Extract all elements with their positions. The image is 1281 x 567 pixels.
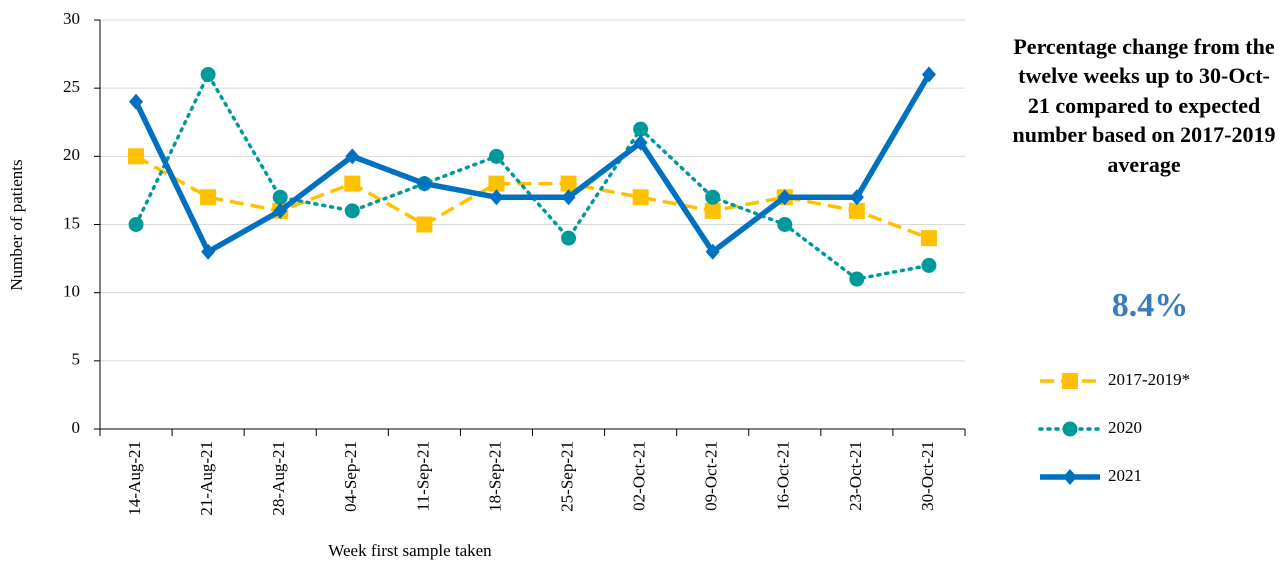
x-tick-label: 02-Oct-21 xyxy=(630,441,649,511)
legend-label: 2021 xyxy=(1108,466,1142,485)
data-point xyxy=(560,175,577,192)
data-point xyxy=(632,189,649,206)
data-point xyxy=(417,175,432,192)
x-tick-label: 21-Aug-21 xyxy=(197,441,216,516)
y-tick-label: 25 xyxy=(63,77,80,96)
y-tick-label: 20 xyxy=(63,145,80,164)
data-point xyxy=(705,243,720,260)
data-point xyxy=(345,148,360,165)
legend-marker xyxy=(1062,421,1078,437)
annotation: Percentage change from the twelve weeks … xyxy=(1012,34,1276,177)
x-tick-label: 11-Sep-21 xyxy=(413,441,432,511)
data-point xyxy=(273,202,288,219)
data-point xyxy=(633,121,649,137)
data-point xyxy=(921,257,937,273)
y-tick-label: 15 xyxy=(63,213,80,232)
data-point xyxy=(488,148,504,164)
data-point xyxy=(849,271,865,287)
legend-label: 2017-2019* xyxy=(1108,370,1190,389)
x-tick-label: 23-Oct-21 xyxy=(846,441,865,511)
x-tick-label: 30-Oct-21 xyxy=(918,441,937,511)
y-tick-label: 0 xyxy=(72,418,81,437)
data-point xyxy=(200,67,216,83)
legend-marker xyxy=(1062,373,1078,389)
data-point xyxy=(489,189,504,206)
y-tick-label: 5 xyxy=(72,350,81,369)
data-point xyxy=(633,134,648,151)
data-point xyxy=(849,189,864,206)
series-line xyxy=(133,73,932,255)
data-point xyxy=(344,175,361,192)
y-axis-title: Number of patients xyxy=(7,159,26,290)
x-tick-label: 09-Oct-21 xyxy=(702,441,721,511)
data-point xyxy=(416,216,433,233)
data-point xyxy=(488,175,505,192)
headline: 8.4% xyxy=(1111,287,1189,324)
data-point xyxy=(920,230,937,247)
data-point xyxy=(704,202,721,219)
data-point xyxy=(128,148,145,165)
y-tick-label: 30 xyxy=(63,9,80,28)
data-point xyxy=(777,217,793,232)
x-tick-label: 28-Aug-21 xyxy=(269,441,288,516)
data-point xyxy=(777,189,792,206)
legend-label: 2020 xyxy=(1108,418,1142,437)
data-point xyxy=(272,189,288,205)
data-point xyxy=(200,189,217,206)
data-point xyxy=(848,202,865,219)
data-point xyxy=(705,189,721,205)
data-point xyxy=(128,217,144,232)
data-point xyxy=(129,93,144,110)
x-tick-label: 18-Sep-21 xyxy=(485,441,504,512)
data-point xyxy=(561,189,576,206)
x-axis-title: Week first sample taken xyxy=(328,541,492,560)
data-point xyxy=(201,243,216,260)
legend-marker xyxy=(1063,469,1077,485)
data-point xyxy=(561,230,577,246)
x-tick-label: 16-Oct-21 xyxy=(774,441,793,511)
x-tick-label: 04-Sep-21 xyxy=(341,441,360,512)
x-tick-label: 14-Aug-21 xyxy=(125,441,144,516)
x-tick-label: 25-Sep-21 xyxy=(557,441,576,512)
y-tick-label: 10 xyxy=(63,282,80,301)
data-point xyxy=(921,66,936,83)
data-point xyxy=(344,203,360,219)
series-line xyxy=(134,72,931,281)
